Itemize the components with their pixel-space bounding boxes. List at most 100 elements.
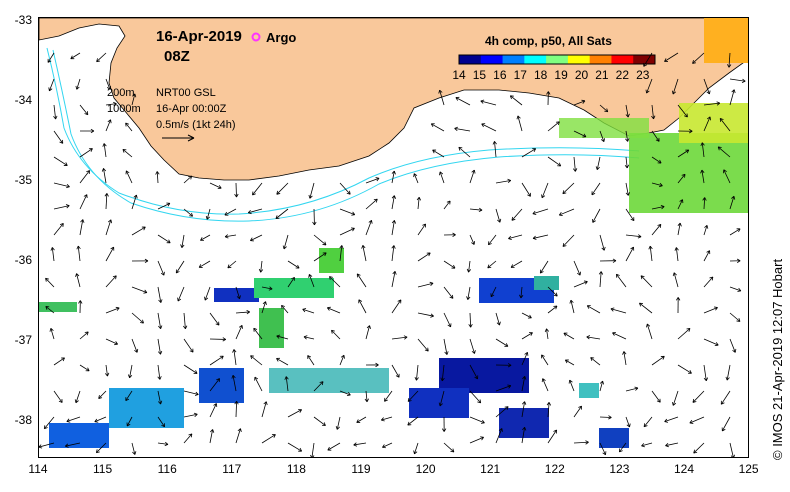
current-arrow	[308, 274, 315, 288]
current-arrow	[336, 416, 341, 430]
current-arrow	[177, 286, 185, 302]
current-arrowhead	[413, 450, 418, 455]
date-label: 16-Apr-2019	[156, 28, 242, 45]
depth-200-label: 200m	[107, 87, 135, 99]
current-arrowhead	[582, 133, 587, 138]
current-arrow	[703, 276, 714, 288]
current-arrowhead	[546, 402, 552, 406]
current-arrow	[417, 197, 420, 210]
current-arrow	[339, 355, 345, 366]
sst-patch	[199, 368, 244, 403]
current-arrowhead	[382, 444, 386, 449]
current-arrowhead	[688, 370, 692, 374]
current-arrow	[510, 95, 523, 106]
current-arrow	[105, 219, 112, 236]
current-arrowhead	[684, 113, 688, 118]
current-arrow	[455, 97, 471, 106]
current-arrow	[157, 286, 162, 303]
current-arrowhead	[612, 331, 616, 336]
current-arrow	[469, 416, 485, 424]
current-arrow	[439, 90, 445, 106]
current-arrowhead	[634, 386, 639, 391]
current-arrow	[66, 416, 81, 422]
current-arrowhead	[158, 325, 163, 329]
current-arrow	[625, 234, 642, 238]
current-arrow	[254, 376, 263, 392]
current-arrowhead	[252, 191, 256, 196]
current-arrow	[651, 356, 665, 366]
current-arrow	[677, 364, 692, 374]
current-arrowhead	[681, 173, 686, 178]
current-arrowhead	[86, 170, 91, 175]
current-arrowhead	[126, 422, 131, 427]
current-arrow	[495, 338, 509, 347]
current-arrow	[703, 78, 710, 95]
current-arrow	[407, 390, 419, 402]
current-arrowhead	[639, 302, 643, 307]
current-arrow	[729, 89, 735, 106]
current-arrowhead	[672, 272, 677, 277]
scale-arrowhead	[187, 134, 195, 142]
current-arrowhead	[74, 399, 79, 404]
current-arrow	[417, 282, 434, 288]
current-arrowhead	[375, 177, 380, 182]
current-arrow	[198, 260, 211, 268]
current-arrow	[407, 416, 419, 426]
current-arrowhead	[61, 357, 65, 362]
current-arrowhead	[395, 373, 400, 378]
current-arrowhead	[49, 328, 54, 332]
current-arrowhead	[714, 306, 718, 311]
current-arrowhead	[391, 170, 396, 175]
current-arrowhead	[686, 328, 691, 332]
current-arrowhead	[637, 234, 642, 239]
current-arrow	[677, 222, 681, 236]
current-arrowhead	[66, 183, 70, 189]
current-arrow	[701, 169, 705, 184]
current-arrow	[79, 104, 89, 115]
vector-scale-label: 0.5m/s (1kt 24h)	[156, 119, 236, 131]
current-arrowhead	[702, 197, 707, 201]
current-arrow	[53, 390, 63, 403]
current-arrow	[625, 246, 634, 262]
current-arrowhead	[80, 219, 85, 223]
current-arrow	[643, 416, 653, 428]
lon-tick: 115	[93, 462, 113, 476]
current-arrow	[532, 208, 549, 215]
sst-patch	[269, 368, 389, 393]
current-arrow	[469, 169, 475, 184]
current-arrowhead	[497, 218, 502, 223]
product-label: NRT00 GSL	[156, 87, 216, 99]
current-arrow	[261, 301, 267, 314]
current-arrow	[701, 142, 705, 158]
current-arrow	[469, 364, 478, 380]
lon-tick: 116	[157, 462, 177, 476]
current-arrowhead	[188, 433, 193, 438]
colorbar-tick: 21	[595, 68, 609, 82]
current-arrowhead	[276, 334, 281, 339]
current-arrow	[235, 401, 238, 418]
current-arrowhead	[602, 451, 607, 456]
colorbar-segment	[524, 55, 547, 64]
current-arrow	[287, 442, 302, 452]
current-arrowhead	[75, 273, 80, 277]
current-arrowhead	[275, 215, 280, 220]
current-arrowhead	[215, 321, 220, 326]
current-arrowhead	[110, 246, 115, 251]
current-arrowhead	[194, 391, 199, 396]
current-arrow	[469, 390, 481, 404]
current-arrowhead	[720, 400, 725, 405]
current-arrow	[285, 376, 289, 392]
current-arrowhead	[188, 175, 193, 180]
current-arrow	[125, 122, 133, 132]
current-arrowhead	[224, 211, 229, 216]
current-arrow	[183, 338, 194, 353]
current-arrow	[547, 305, 558, 314]
current-arrowhead	[474, 375, 479, 380]
current-arrow	[664, 416, 679, 423]
current-arrowhead	[524, 352, 529, 356]
current-arrowhead	[477, 399, 482, 404]
current-arrowhead	[586, 335, 591, 340]
current-arrow	[339, 227, 355, 236]
current-arrow	[640, 275, 653, 288]
current-arrowhead	[585, 440, 589, 445]
